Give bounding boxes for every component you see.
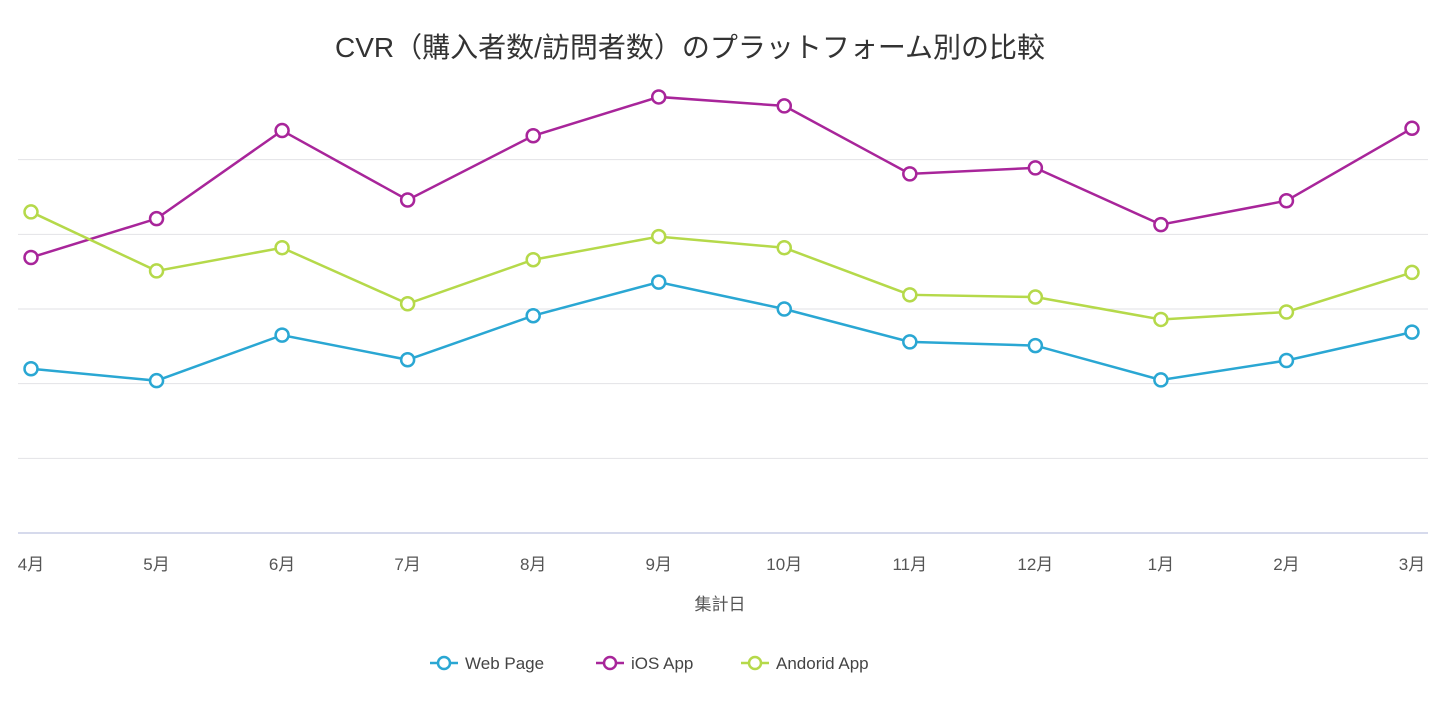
legend-marker-andorid-app <box>747 655 763 671</box>
data-point-web-page <box>399 352 416 368</box>
data-point-andorid-app <box>148 263 165 279</box>
data-point-andorid-app <box>23 204 39 220</box>
data-point-ios-app <box>776 98 793 114</box>
data-point-ios-app <box>525 128 541 144</box>
x-tick-label: 3月 <box>1399 555 1425 574</box>
data-point-web-page <box>274 327 290 343</box>
legend-label-ios-app: iOS App <box>631 654 693 673</box>
data-point-ios-app <box>902 166 918 182</box>
x-tick-label: 6月 <box>269 555 295 574</box>
data-point-web-page <box>650 274 667 290</box>
chart-title: CVR（購入者数/訪問者数）のプラットフォーム別の比較 <box>334 32 1046 63</box>
x-tick-label: 9月 <box>645 555 671 574</box>
data-point-andorid-app <box>1027 289 1044 305</box>
x-tick-label: 1月 <box>1148 555 1174 574</box>
x-tick-label: 4月 <box>18 555 44 574</box>
data-point-ios-app <box>399 192 416 208</box>
data-point-web-page <box>1404 324 1420 340</box>
data-point-andorid-app <box>525 251 541 268</box>
x-tick-label: 5月 <box>143 555 169 574</box>
series-line-web-page <box>30 280 1413 382</box>
legend-label-web-page: Web Page <box>465 654 544 673</box>
data-point-andorid-app <box>274 240 290 256</box>
data-point-web-page <box>1153 372 1169 388</box>
data-point-web-page <box>23 360 39 377</box>
data-point-web-page <box>1027 337 1044 354</box>
data-point-web-page <box>1278 352 1295 369</box>
data-point-andorid-app <box>902 287 918 303</box>
series-line-ios-app <box>30 95 1413 259</box>
legend-label-andorid-app: Andorid App <box>776 654 869 673</box>
data-point-ios-app <box>274 122 290 139</box>
data-point-ios-app <box>1153 216 1169 233</box>
data-point-ios-app <box>650 89 667 105</box>
data-point-ios-app <box>1027 160 1044 176</box>
x-tick-label: 10月 <box>766 555 802 574</box>
data-point-andorid-app <box>1278 304 1295 320</box>
x-tick-label: 11月 <box>892 555 927 574</box>
data-point-web-page <box>776 301 793 317</box>
data-point-web-page <box>148 372 165 389</box>
data-point-ios-app <box>1278 192 1295 209</box>
data-point-andorid-app <box>776 240 793 256</box>
data-point-andorid-app <box>650 228 667 245</box>
data-point-ios-app <box>1404 120 1420 137</box>
legend-marker-web-page <box>436 655 452 671</box>
x-tick-label: 8月 <box>520 555 546 574</box>
data-point-andorid-app <box>1404 264 1420 281</box>
data-point-andorid-app <box>1153 311 1169 328</box>
data-point-ios-app <box>148 210 165 227</box>
data-point-web-page <box>525 307 541 324</box>
x-axis-label: 集計日 <box>695 595 746 614</box>
data-point-ios-app <box>23 249 39 266</box>
data-point-andorid-app <box>399 296 416 312</box>
x-tick-label: 2月 <box>1273 555 1299 574</box>
x-tick-label: 7月 <box>394 555 420 574</box>
data-point-web-page <box>902 334 918 350</box>
x-tick-label: 12月 <box>1017 555 1053 574</box>
legend-marker-ios-app <box>602 655 618 671</box>
series-line-andorid-app <box>30 210 1413 321</box>
